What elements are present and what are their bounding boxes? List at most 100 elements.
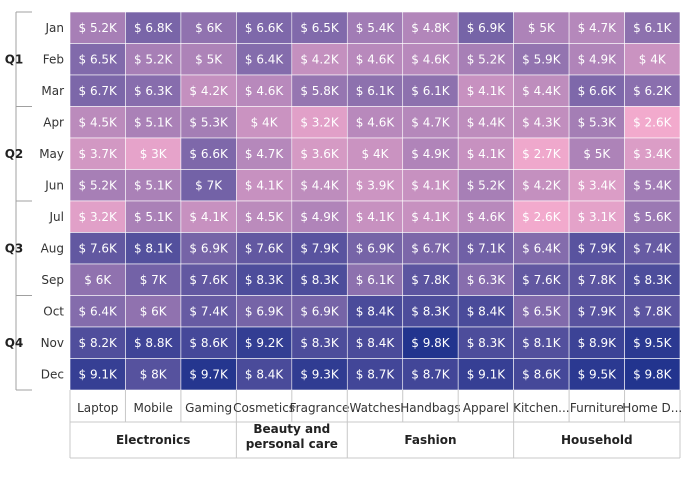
cell-value-label: $ 6.6K (245, 21, 285, 35)
heatmap-cell (513, 137, 570, 170)
cell-value-label: $ 5K (195, 52, 223, 66)
heatmap-cell (513, 169, 570, 202)
cell-value-label: $ 4K (639, 52, 667, 66)
cell-value-label: $ 4.1K (356, 210, 396, 224)
cell-value-label: $ 4.9K (578, 52, 618, 66)
heatmap-cell (291, 295, 348, 328)
cell-value-label: $ 5.1K (134, 178, 174, 192)
cell-value-label: $ 6.4K (522, 241, 562, 255)
cell-value-label: $ 8.3K (300, 273, 340, 287)
cell-value-label: $ 3.6K (300, 147, 340, 161)
cell-value-label: $ 9.3K (300, 367, 340, 381)
month-label: Dec (41, 367, 64, 381)
cell-value-label: $ 8.6K (189, 336, 229, 350)
cell-value-label: $ 8.4K (467, 304, 507, 318)
cell-value-label: $ 4.8K (411, 21, 451, 35)
cell-value-label: $ 4.1K (467, 147, 507, 161)
heatmap-cell (346, 200, 404, 233)
heatmap-cell (291, 232, 348, 265)
heatmap-cell (69, 295, 126, 328)
cell-value-label: $ 6.7K (411, 241, 451, 255)
cell-value-label: $ 8.4K (356, 336, 396, 350)
cell-value-label: $ 6K (140, 304, 168, 318)
cell-value-label: $ 4.6K (356, 52, 396, 66)
heatmap-cell (568, 43, 625, 76)
heatmap-cell (568, 200, 625, 233)
cell-value-label: $ 6.1K (411, 84, 451, 98)
cell-value-label: $ 6.9K (356, 241, 396, 255)
month-label: Feb (43, 52, 64, 66)
heatmap-cell (457, 263, 514, 296)
heatmap-cell (513, 200, 570, 233)
cell-value-label: $ 7.6K (189, 273, 229, 287)
cell-value-label: $ 6.8K (134, 21, 174, 35)
heatmap-cell (180, 326, 237, 359)
heatmap-cell (513, 106, 570, 139)
heatmap-cell (346, 74, 404, 107)
heatmap-cell (624, 169, 681, 202)
heatmap-cell (236, 11, 293, 44)
heatmap-cell (457, 358, 514, 391)
heatmap-cell (69, 74, 126, 107)
cell-value-label: $ 8.3K (411, 304, 451, 318)
heatmap-cell (402, 74, 459, 107)
cell-value-label: $ 5.6K (633, 210, 673, 224)
heatmap-cell (457, 11, 514, 44)
heatmap-cell (291, 74, 348, 107)
heatmap-cell (624, 358, 681, 391)
heatmap-cell (568, 106, 625, 139)
product-label: Watches (350, 401, 401, 415)
heatmap-cell (180, 137, 237, 170)
cell-value-label: $ 6.9K (467, 21, 507, 35)
heatmap-cell (402, 263, 459, 296)
cell-value-label: $ 9.7K (189, 367, 229, 381)
heatmap-cell (69, 43, 126, 76)
heatmap-cell (125, 11, 182, 44)
cell-value-label: $ 8.9K (578, 336, 618, 350)
cell-value-label: $ 3.2K (79, 210, 119, 224)
cell-value-label: $ 6.5K (522, 304, 562, 318)
heatmap-cell (236, 200, 293, 233)
cell-value-label: $ 5.4K (633, 178, 673, 192)
heatmap-cell (125, 326, 182, 359)
cell-value-label: $ 4.3K (522, 115, 562, 129)
heatmap-cell (457, 232, 514, 265)
cell-value-label: $ 4.5K (79, 115, 119, 129)
heatmap-cell (180, 295, 237, 328)
cell-value-label: $ 9.5K (578, 367, 618, 381)
heatmap-cell (236, 169, 293, 202)
cell-value-label: $ 7.4K (189, 304, 229, 318)
heatmap-cell (568, 358, 625, 391)
heatmap-cell (624, 200, 681, 233)
heatmap-cell (69, 137, 126, 170)
heatmap-cell (346, 232, 404, 265)
cell-value-label: $ 5.2K (467, 178, 507, 192)
month-label: May (39, 147, 64, 161)
heatmap-cell (69, 358, 126, 391)
cell-value-label: $ 8.3K (633, 273, 673, 287)
cell-value-label: $ 9.5K (633, 336, 673, 350)
cell-value-label: $ 7.8K (578, 273, 618, 287)
cell-value-label: $ 6.4K (79, 304, 119, 318)
cell-value-label: $ 6K (84, 273, 112, 287)
cell-value-label: $ 5.2K (79, 21, 119, 35)
cell-value-label: $ 4.6K (356, 115, 396, 129)
cell-value-label: $ 6.5K (300, 21, 340, 35)
product-label: Gaming (185, 401, 232, 415)
cell-value-label: $ 5.8K (300, 84, 340, 98)
cell-value-label: $ 5.4K (356, 21, 396, 35)
cell-value-label: $ 7.6K (522, 273, 562, 287)
heatmap-cell (568, 11, 625, 44)
month-label: Jun (44, 178, 64, 192)
cell-value-label: $ 9.8K (633, 367, 673, 381)
product-label: Laptop (77, 401, 118, 415)
quarter-label: Q2 (5, 147, 24, 161)
cell-value-label: $ 4.2K (522, 178, 562, 192)
category-label: Household (561, 433, 633, 447)
heatmap-cell (236, 232, 293, 265)
heatmap-cell (69, 11, 126, 44)
cell-value-label: $ 2.6K (522, 210, 562, 224)
cell-value-label: $ 4K (362, 147, 390, 161)
heatmap-cell (346, 295, 404, 328)
quarter-label: Q3 (5, 241, 24, 255)
